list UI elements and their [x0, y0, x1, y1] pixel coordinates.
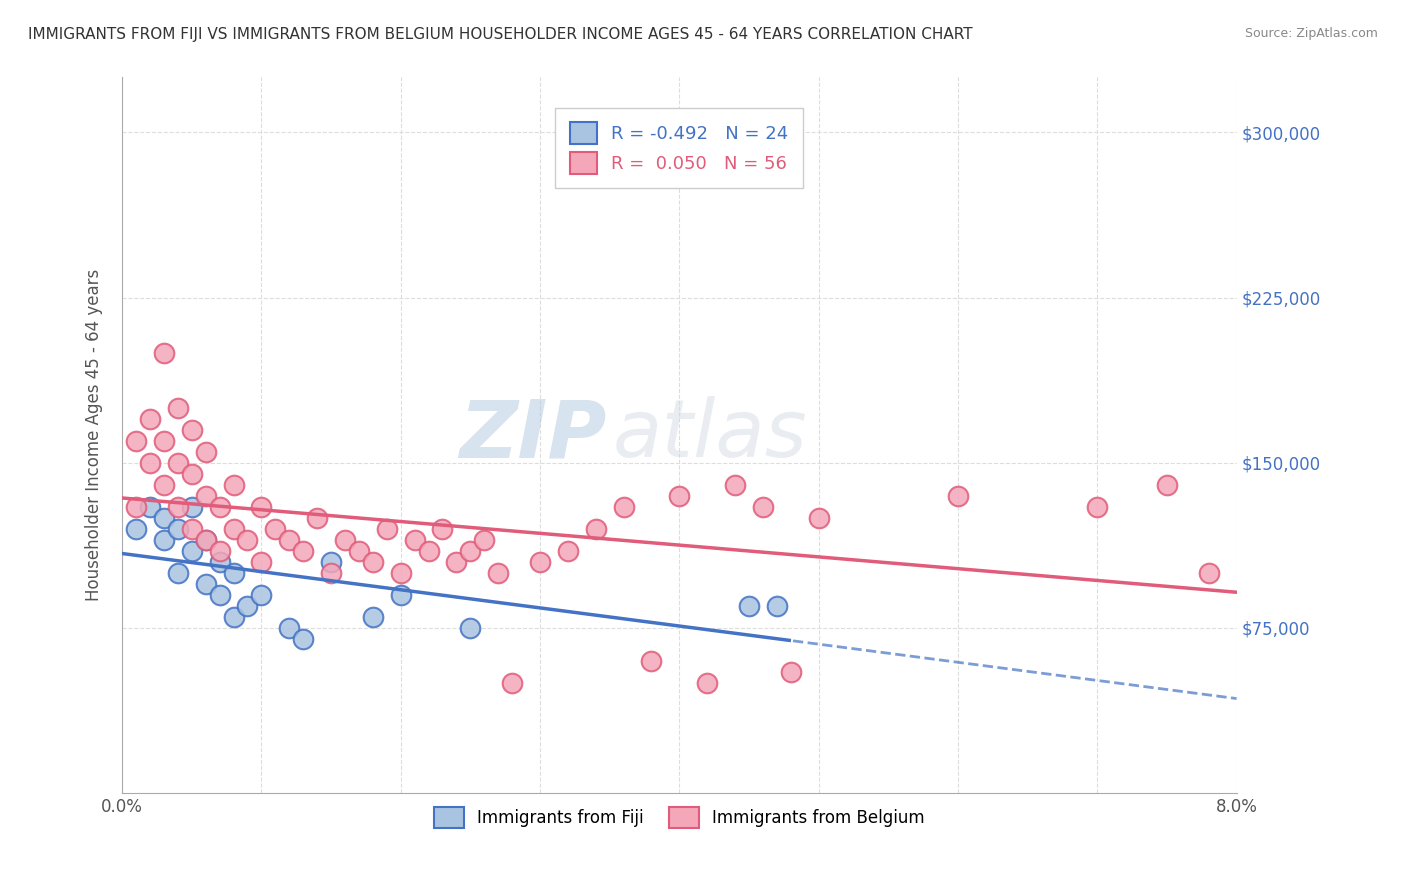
Point [319, 555, 342, 569]
Point [166, 500, 188, 514]
Point [139, 411, 162, 425]
Point [347, 543, 370, 558]
Point [194, 533, 217, 547]
Point [139, 456, 162, 470]
Point [208, 588, 231, 602]
Point [153, 477, 176, 491]
Point [166, 401, 188, 415]
Point [779, 665, 801, 679]
Point [446, 555, 468, 569]
Point [486, 566, 509, 580]
Point [180, 500, 202, 514]
Point [222, 609, 245, 624]
Point [1156, 477, 1178, 491]
Point [250, 588, 273, 602]
Point [319, 566, 342, 580]
Text: Source: ZipAtlas.com: Source: ZipAtlas.com [1244, 27, 1378, 40]
Point [153, 510, 176, 524]
Point [432, 522, 454, 536]
Point [946, 489, 969, 503]
Point [153, 533, 176, 547]
Point [278, 533, 301, 547]
Point [153, 434, 176, 448]
Point [194, 489, 217, 503]
Point [166, 566, 188, 580]
Point [166, 456, 188, 470]
Point [125, 434, 148, 448]
Text: IMMIGRANTS FROM FIJI VS IMMIGRANTS FROM BELGIUM HOUSEHOLDER INCOME AGES 45 - 64 : IMMIGRANTS FROM FIJI VS IMMIGRANTS FROM … [28, 27, 973, 42]
Point [668, 489, 690, 503]
Y-axis label: Householder Income Ages 45 - 64 years: Householder Income Ages 45 - 64 years [86, 268, 103, 601]
Point [264, 522, 287, 536]
Point [250, 555, 273, 569]
Point [236, 599, 259, 613]
Point [460, 621, 482, 635]
Text: ZIP: ZIP [460, 396, 607, 474]
Point [208, 500, 231, 514]
Point [292, 632, 315, 646]
Point [180, 522, 202, 536]
Point [361, 555, 384, 569]
Point [460, 543, 482, 558]
Point [389, 588, 412, 602]
Point [194, 533, 217, 547]
Point [696, 675, 718, 690]
Point [1198, 566, 1220, 580]
Point [375, 522, 398, 536]
Point [807, 510, 830, 524]
Text: atlas: atlas [613, 396, 807, 474]
Point [738, 599, 761, 613]
Point [180, 467, 202, 481]
Point [307, 510, 329, 524]
Point [180, 423, 202, 437]
Point [361, 609, 384, 624]
Point [766, 599, 789, 613]
Point [529, 555, 551, 569]
Point [194, 444, 217, 458]
Point [222, 566, 245, 580]
Point [404, 533, 426, 547]
Point [236, 533, 259, 547]
Point [125, 500, 148, 514]
Point [278, 621, 301, 635]
Point [208, 543, 231, 558]
Point [166, 522, 188, 536]
Point [640, 654, 662, 668]
Legend: Immigrants from Fiji, Immigrants from Belgium: Immigrants from Fiji, Immigrants from Be… [427, 801, 931, 834]
Point [125, 522, 148, 536]
Point [418, 543, 440, 558]
Point [752, 500, 775, 514]
Point [208, 555, 231, 569]
Point [194, 576, 217, 591]
Point [1085, 500, 1108, 514]
Point [153, 345, 176, 359]
Point [333, 533, 356, 547]
Point [472, 533, 495, 547]
Point [139, 500, 162, 514]
Point [585, 522, 607, 536]
Point [222, 477, 245, 491]
Point [250, 500, 273, 514]
Point [557, 543, 579, 558]
Point [180, 543, 202, 558]
Point [222, 522, 245, 536]
Point [292, 543, 315, 558]
Point [501, 675, 523, 690]
Point [724, 477, 747, 491]
Point [613, 500, 636, 514]
Point [389, 566, 412, 580]
